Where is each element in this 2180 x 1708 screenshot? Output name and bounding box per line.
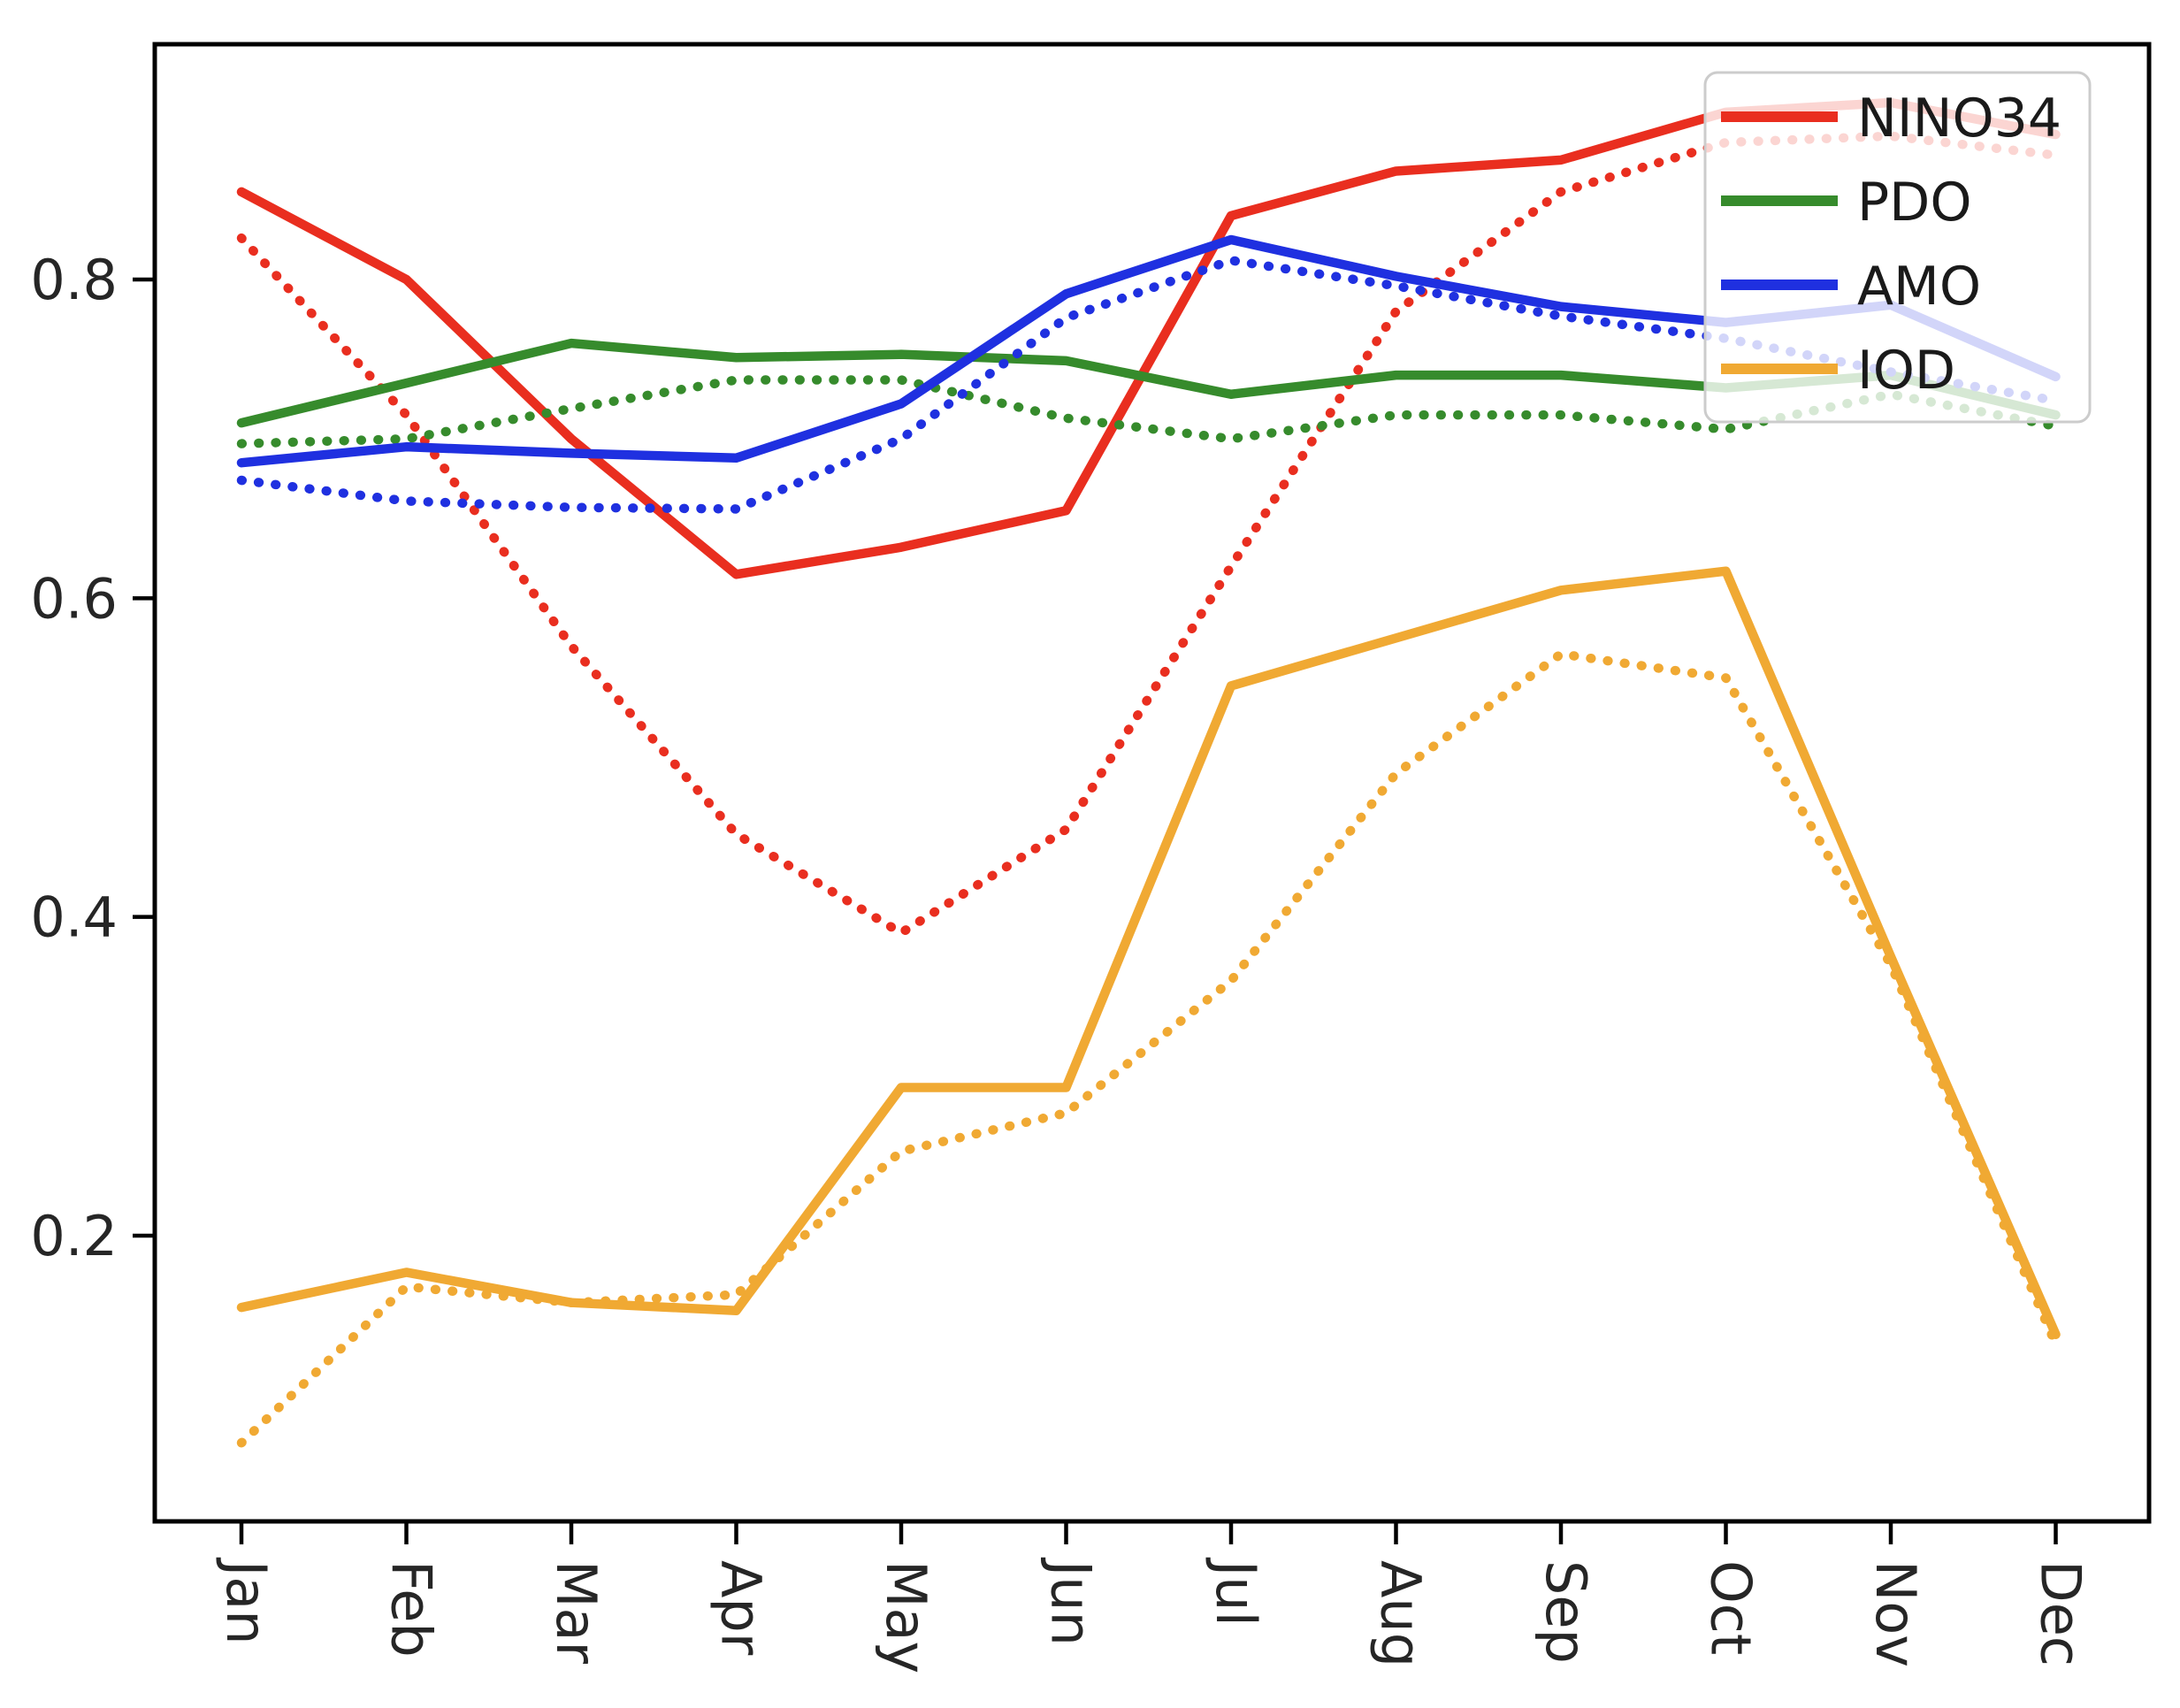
legend-label-amo: AMO [1857,256,1981,318]
y-tick-label: 0.4 [30,885,118,950]
series-line-iod-solid [236,566,2061,1339]
y-tick-label: 0.2 [30,1204,118,1268]
x-tick-label: Dec [2029,1560,2093,1666]
x-tick-label: Feb [379,1560,444,1658]
x-tick-label: May [874,1560,938,1674]
y-tick-label: 0.6 [30,566,118,631]
x-tick-label: Oct [1699,1560,1763,1655]
legend-label-iod: IOD [1857,340,1955,402]
x-tick-label: Jan [214,1557,279,1645]
x-tick-label: Mar [544,1560,608,1664]
plot-frame [152,42,2152,1524]
legend-box [1703,71,2092,424]
x-tick-label: Sep [1534,1560,1598,1664]
x-tick-label: Aug [1369,1560,1434,1667]
legend-label-pdo: PDO [1857,172,1972,234]
x-tick-label: Jun [1039,1557,1104,1646]
x-tick-label: Jul [1204,1557,1268,1627]
series-line-pdo-dotted [236,375,2061,448]
x-tick-label: Nov [1863,1560,1928,1667]
x-tick-label: Apr [709,1560,774,1656]
series-line-iod-dotted [236,649,2061,1448]
legend-label-nino34: NINO34 [1857,88,2061,149]
y-tick-label: 0.8 [30,248,118,312]
